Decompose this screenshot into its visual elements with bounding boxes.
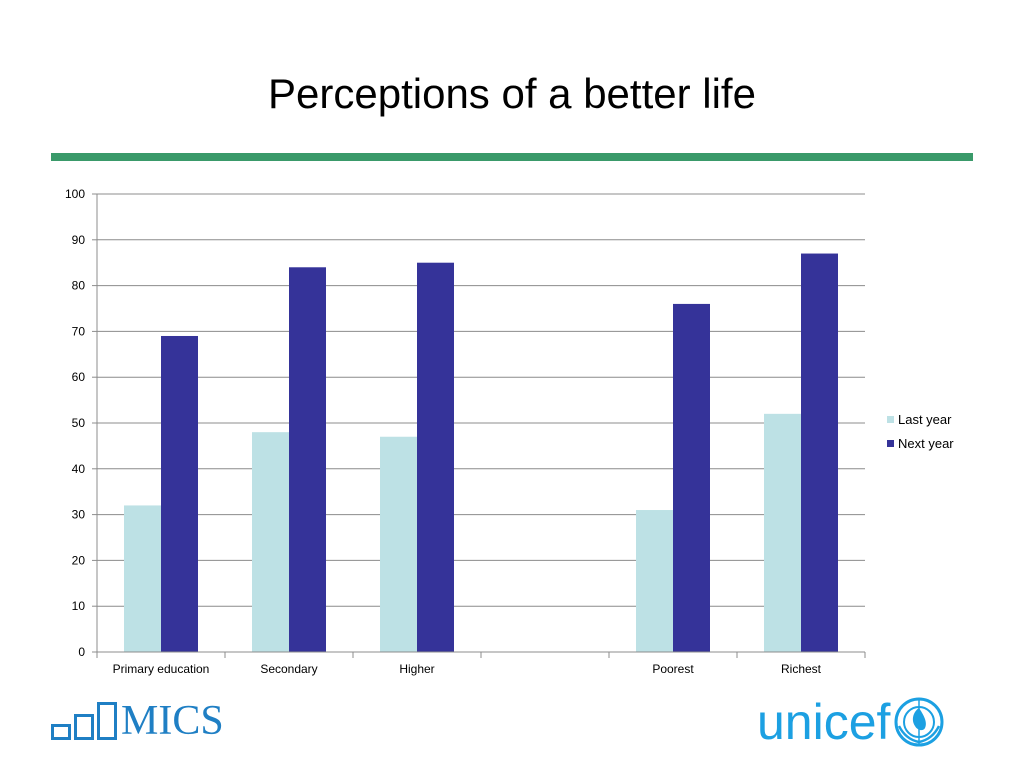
x-tick-label: Richest	[781, 662, 822, 676]
bar	[801, 253, 838, 652]
y-tick-label: 60	[72, 370, 86, 384]
mics-logo: MICS	[51, 698, 224, 744]
y-tick-label: 20	[72, 553, 86, 567]
bar	[636, 510, 673, 652]
legend-swatch	[887, 416, 894, 423]
x-tick-label: Secondary	[260, 662, 317, 676]
bar	[380, 436, 417, 652]
bar	[161, 335, 198, 652]
unicef-logo-text: unicef	[757, 694, 891, 750]
bar	[764, 413, 801, 652]
y-tick-label: 70	[72, 324, 86, 338]
gridlines	[97, 193, 865, 607]
legend-label: Next year	[898, 436, 954, 451]
legend-swatch	[887, 440, 894, 447]
y-tick-label: 40	[72, 462, 86, 476]
bar-chart-icon	[51, 702, 117, 740]
y-tick-label: 0	[78, 645, 85, 659]
bar	[252, 432, 289, 652]
y-tick-label: 100	[65, 187, 85, 201]
legend: Last year Next year	[887, 412, 954, 451]
bar	[673, 303, 710, 652]
bar	[289, 267, 326, 652]
x-tick-label: Higher	[399, 662, 434, 676]
unicef-logo: unicef	[757, 694, 945, 750]
bars	[124, 253, 838, 652]
axes: 0 10 20 30 40 50 60 70 80 90 100 Primary education S…	[65, 187, 866, 676]
slide-title: Perceptions of a better life	[268, 70, 756, 117]
y-tick-label: 30	[72, 508, 86, 522]
y-tick-label: 90	[72, 233, 86, 247]
bar-chart: 0 10 20 30 40 50 60 70 80 90 100 Primary education S…	[65, 187, 954, 676]
x-tick-label: Primary education	[113, 662, 210, 676]
y-tick-label: 80	[72, 279, 86, 293]
legend-label: Last year	[898, 412, 952, 427]
mics-logo-text: MICS	[121, 698, 224, 744]
y-tick-label: 50	[72, 416, 86, 430]
unicef-emblem-icon	[894, 697, 944, 747]
y-tick-label: 10	[72, 599, 86, 613]
bar	[417, 262, 454, 652]
bar	[124, 505, 161, 652]
title-divider	[51, 153, 973, 161]
x-tick-label: Poorest	[652, 662, 694, 676]
